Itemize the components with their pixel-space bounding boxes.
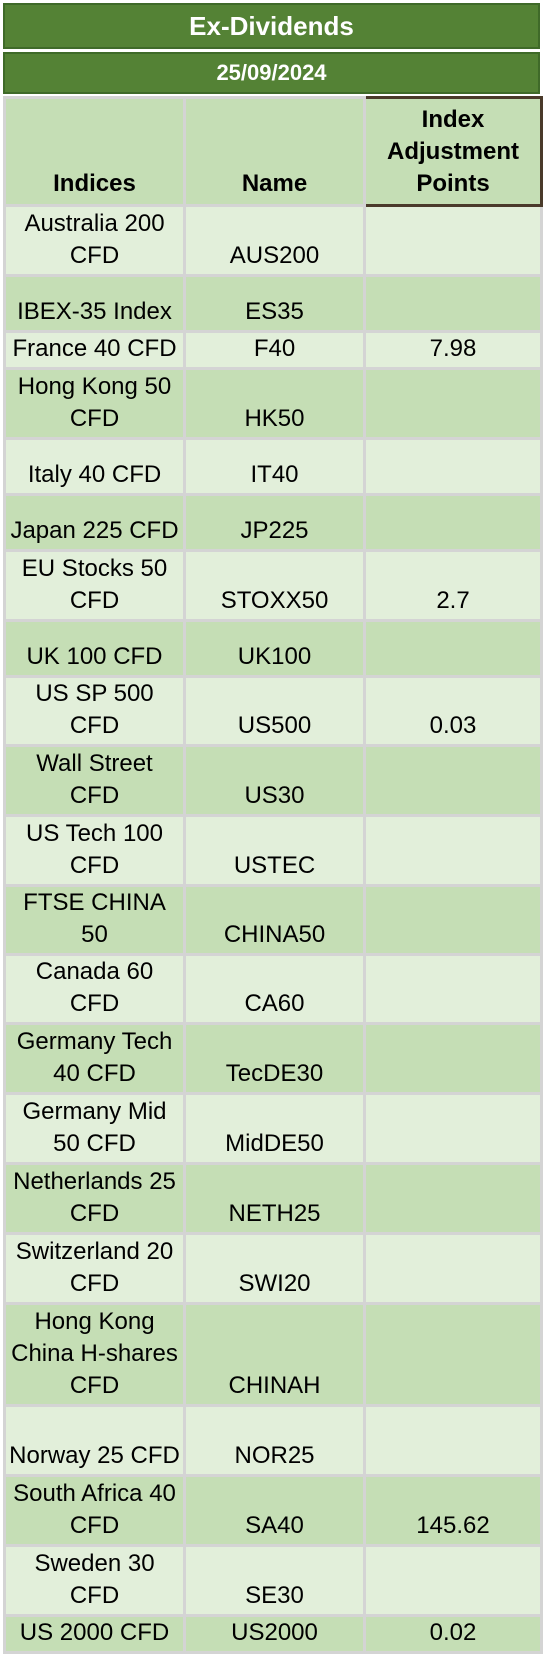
- table-row: Sweden 30 CFD SE30: [3, 1544, 543, 1617]
- cell-points: [363, 884, 543, 956]
- header-row: Indices Name Index Adjustment Points: [3, 96, 543, 207]
- cell-index: France 40 CFD: [3, 330, 186, 370]
- table-row: EU Stocks 50 CFD STOXX50 2.7: [3, 549, 543, 622]
- table-body: Australia 200 CFD AUS200 IBEX-35 Index ES35…: [3, 204, 543, 1654]
- cell-index: Sweden 30 CFD: [3, 1544, 186, 1617]
- table-row: US 2000 CFD US2000 0.02: [3, 1614, 543, 1654]
- cell-points: 2.7: [363, 549, 543, 622]
- cell-points: [363, 1302, 543, 1407]
- cell-index: Norway 25 CFD: [3, 1404, 186, 1477]
- cell-name: CHINAH: [183, 1302, 366, 1407]
- cell-index: Germany Mid 50 CFD: [3, 1092, 186, 1165]
- table-row: Japan 225 CFD JP225: [3, 493, 543, 552]
- cell-name: JP225: [183, 493, 366, 552]
- cell-index: US Tech 100 CFD: [3, 814, 186, 887]
- cell-points: [363, 1162, 543, 1235]
- cell-index: Canada 60 CFD: [3, 953, 186, 1025]
- cell-index: US 2000 CFD: [3, 1614, 186, 1654]
- table-row: Switzerland 20 CFD SWI20: [3, 1232, 543, 1305]
- cell-points: [363, 619, 543, 678]
- cell-name: CHINA50: [183, 884, 366, 956]
- cell-name: ES35: [183, 274, 366, 333]
- cell-points: 145.62: [363, 1474, 543, 1547]
- cell-index: EU Stocks 50 CFD: [3, 549, 186, 622]
- cell-name: TecDE30: [183, 1022, 366, 1095]
- table-row: Norway 25 CFD NOR25: [3, 1404, 543, 1477]
- table-row: US Tech 100 CFD USTEC: [3, 814, 543, 887]
- cell-index: Japan 225 CFD: [3, 493, 186, 552]
- cell-name: US30: [183, 744, 366, 817]
- cell-points: [363, 367, 543, 440]
- cell-name: SA40: [183, 1474, 366, 1547]
- cell-index: Switzerland 20 CFD: [3, 1232, 186, 1305]
- dividends-table: Indices Name Index Adjustment Points Aus…: [3, 96, 543, 1654]
- header-indices: Indices: [3, 96, 186, 207]
- cell-points: [363, 814, 543, 887]
- table-row: Hong Kong China H-shares CFD CHINAH: [3, 1302, 543, 1407]
- cell-points: [363, 204, 543, 277]
- cell-index: South Africa 40 CFD: [3, 1474, 186, 1547]
- cell-index: Netherlands 25 CFD: [3, 1162, 186, 1235]
- cell-points: [363, 274, 543, 333]
- cell-index: IBEX-35 Index: [3, 274, 186, 333]
- header-name: Name: [183, 96, 366, 207]
- sheet-title: Ex-Dividends: [3, 3, 540, 49]
- table-row: Italy 40 CFD IT40: [3, 437, 543, 496]
- cell-points: [363, 1544, 543, 1617]
- ex-dividends-sheet: Ex-Dividends 25/09/2024 Indices Name Ind…: [3, 3, 543, 1654]
- cell-index: Hong Kong 50 CFD: [3, 367, 186, 440]
- cell-name: HK50: [183, 367, 366, 440]
- table-row: FTSE CHINA 50 CHINA50: [3, 884, 543, 956]
- cell-index: Italy 40 CFD: [3, 437, 186, 496]
- cell-points: [363, 1092, 543, 1165]
- cell-name: NETH25: [183, 1162, 366, 1235]
- cell-index: US SP 500 CFD: [3, 675, 186, 747]
- table-row: Netherlands 25 CFD NETH25: [3, 1162, 543, 1235]
- cell-name: IT40: [183, 437, 366, 496]
- table-row: Germany Tech 40 CFD TecDE30: [3, 1022, 543, 1095]
- header-adjustment-points: Index Adjustment Points: [363, 96, 543, 207]
- sheet-date: 25/09/2024: [3, 52, 540, 94]
- cell-index: Germany Tech 40 CFD: [3, 1022, 186, 1095]
- table-row: Canada 60 CFD CA60: [3, 953, 543, 1025]
- cell-points: [363, 1404, 543, 1477]
- cell-points: [363, 493, 543, 552]
- cell-index: UK 100 CFD: [3, 619, 186, 678]
- cell-name: F40: [183, 330, 366, 370]
- table-row: IBEX-35 Index ES35: [3, 274, 543, 333]
- cell-index: Hong Kong China H-shares CFD: [3, 1302, 186, 1407]
- table-row: South Africa 40 CFD SA40 145.62: [3, 1474, 543, 1547]
- cell-points: [363, 744, 543, 817]
- cell-index: Australia 200 CFD: [3, 204, 186, 277]
- cell-index: FTSE CHINA 50: [3, 884, 186, 956]
- cell-points: 7.98: [363, 330, 543, 370]
- cell-name: MidDE50: [183, 1092, 366, 1165]
- table-row: Wall Street CFD US30: [3, 744, 543, 817]
- cell-points: [363, 953, 543, 1025]
- table-row: Hong Kong 50 CFD HK50: [3, 367, 543, 440]
- cell-name: SWI20: [183, 1232, 366, 1305]
- cell-name: SE30: [183, 1544, 366, 1617]
- cell-name: US2000: [183, 1614, 366, 1654]
- cell-name: UK100: [183, 619, 366, 678]
- cell-points: 0.02: [363, 1614, 543, 1654]
- cell-name: NOR25: [183, 1404, 366, 1477]
- cell-name: STOXX50: [183, 549, 366, 622]
- table-row: UK 100 CFD UK100: [3, 619, 543, 678]
- cell-name: CA60: [183, 953, 366, 1025]
- cell-index: Wall Street CFD: [3, 744, 186, 817]
- cell-points: [363, 437, 543, 496]
- cell-points: 0.03: [363, 675, 543, 747]
- cell-points: [363, 1232, 543, 1305]
- cell-name: US500: [183, 675, 366, 747]
- cell-points: [363, 1022, 543, 1095]
- cell-name: AUS200: [183, 204, 366, 277]
- table-row: Australia 200 CFD AUS200: [3, 204, 543, 277]
- cell-name: USTEC: [183, 814, 366, 887]
- table-row: France 40 CFD F40 7.98: [3, 330, 543, 370]
- table-row: Germany Mid 50 CFD MidDE50: [3, 1092, 543, 1165]
- table-row: US SP 500 CFD US500 0.03: [3, 675, 543, 747]
